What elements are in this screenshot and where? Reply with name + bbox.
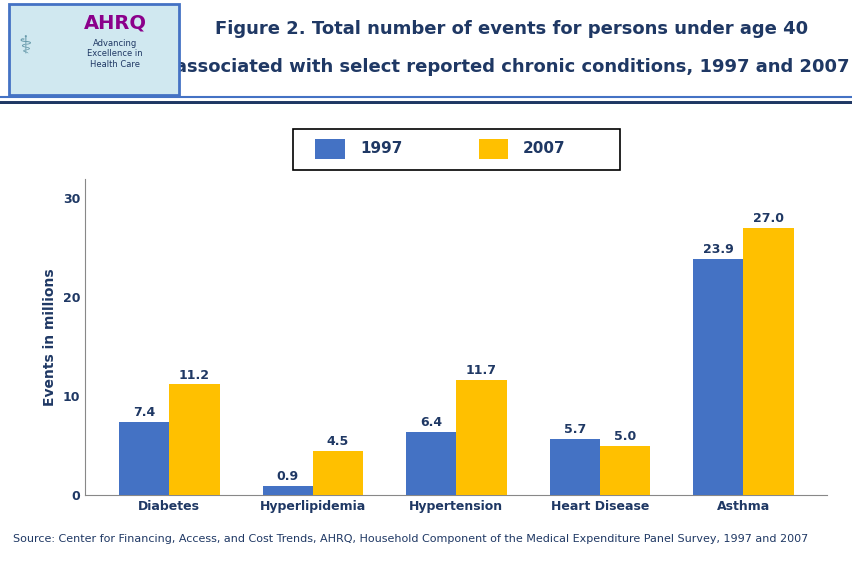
Bar — [313, 451, 363, 495]
FancyBboxPatch shape — [315, 138, 344, 159]
Text: Advancing
Excellence in
Health Care: Advancing Excellence in Health Care — [87, 39, 143, 69]
Text: 27.0: 27.0 — [752, 212, 783, 225]
Text: Figure 2. Total number of events for persons under age 40: Figure 2. Total number of events for per… — [215, 20, 808, 38]
FancyBboxPatch shape — [293, 129, 619, 170]
Bar — [456, 380, 506, 495]
Text: 5.0: 5.0 — [613, 430, 636, 443]
Bar — [406, 432, 456, 495]
Bar — [119, 422, 169, 495]
FancyBboxPatch shape — [9, 4, 179, 96]
Text: 11.7: 11.7 — [465, 363, 497, 377]
FancyBboxPatch shape — [478, 138, 508, 159]
Text: 4.5: 4.5 — [326, 435, 348, 448]
Bar — [743, 228, 792, 495]
Text: 1997: 1997 — [360, 141, 402, 156]
Text: 7.4: 7.4 — [133, 406, 155, 419]
Bar — [693, 259, 743, 495]
Y-axis label: Events in millions: Events in millions — [43, 268, 57, 406]
Bar — [549, 439, 599, 495]
Text: 0.9: 0.9 — [276, 471, 298, 483]
Text: Source: Center for Financing, Access, and Cost Trends, AHRQ, Household Component: Source: Center for Financing, Access, an… — [13, 534, 807, 544]
Text: AHRQ: AHRQ — [83, 13, 147, 32]
Bar — [169, 385, 219, 495]
Bar — [262, 487, 313, 495]
Text: ⚕: ⚕ — [19, 35, 32, 59]
Text: 5.7: 5.7 — [563, 423, 585, 436]
Text: 2007: 2007 — [522, 141, 565, 156]
Text: associated with select reported chronic conditions, 1997 and 2007: associated with select reported chronic … — [175, 58, 848, 77]
Bar — [599, 446, 649, 495]
Text: 11.2: 11.2 — [179, 369, 210, 381]
Text: 23.9: 23.9 — [702, 242, 733, 256]
Text: 6.4: 6.4 — [420, 416, 442, 429]
